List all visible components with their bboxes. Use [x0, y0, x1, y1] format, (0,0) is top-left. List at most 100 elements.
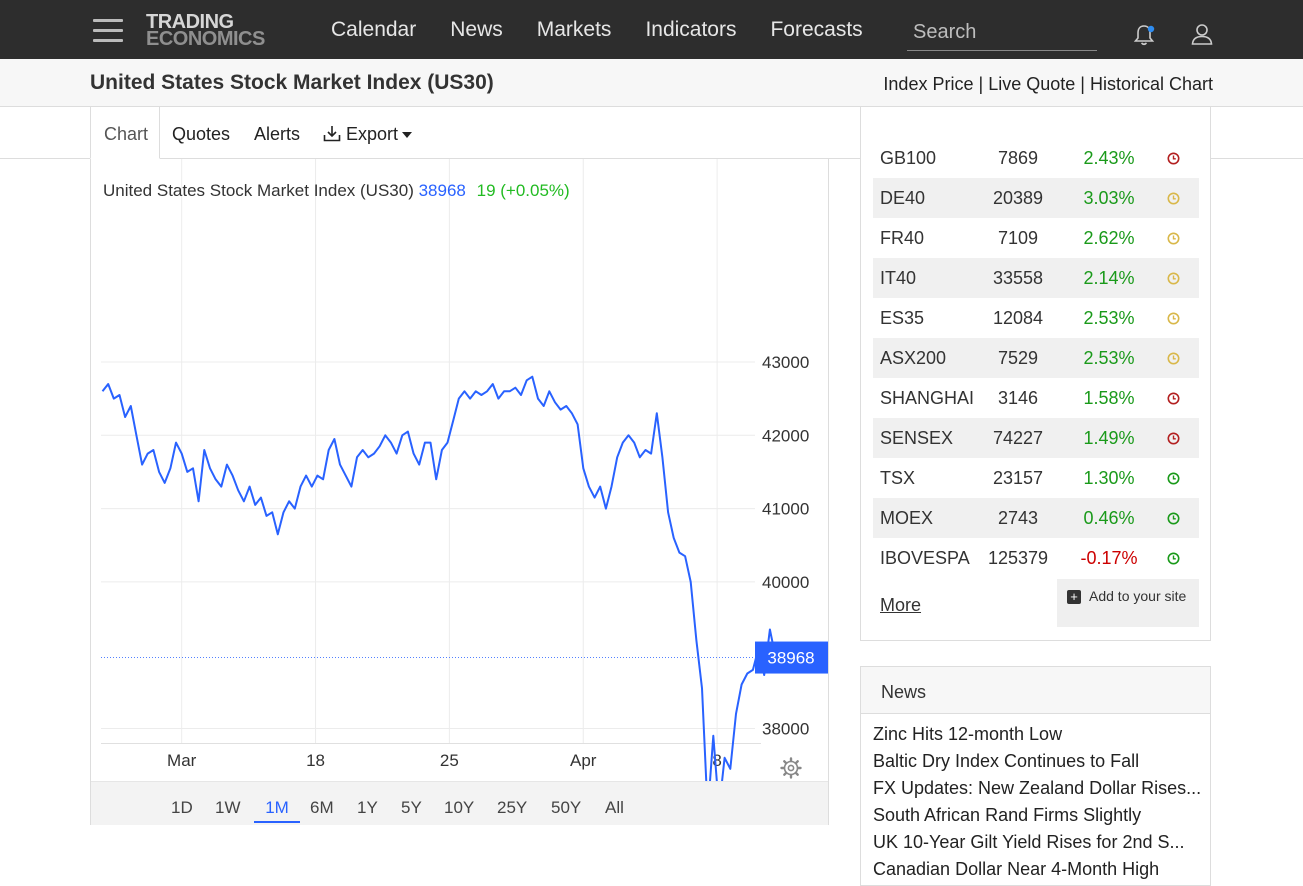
chart-panel: 370003800040000410004200043000Mar1825Apr… — [90, 159, 829, 825]
page-title: United States Stock Market Index (US30) — [90, 71, 494, 94]
market-row-ibovespa[interactable]: IBOVESPA 125379 -0.17% — [873, 538, 1199, 578]
period-10y[interactable]: 10Y — [444, 798, 475, 817]
market-row-asx200[interactable]: ASX200 7529 2.53% — [873, 338, 1199, 378]
market-row-tsx[interactable]: TSX 23157 1.30% — [873, 458, 1199, 498]
market-symbol[interactable]: TSX — [880, 468, 916, 488]
market-row-moex[interactable]: MOEX 2743 0.46% — [873, 498, 1199, 538]
market-status-clock-icon — [1167, 312, 1180, 325]
market-status-clock-icon — [1167, 232, 1180, 245]
market-change: -0.17% — [1080, 548, 1138, 568]
news-header: News — [861, 667, 1210, 714]
last-price-label: 38968 — [767, 649, 814, 668]
notification-bell-icon[interactable] — [1131, 22, 1157, 48]
period-1m[interactable]: 1M — [254, 798, 300, 823]
main-nav: Calendar News Markets Indicators Forecas… — [331, 18, 897, 42]
market-row-sensex[interactable]: SENSEX 74227 1.49% — [873, 418, 1199, 458]
market-symbol[interactable]: SENSEX — [880, 428, 954, 448]
x-tick-label: Mar — [167, 751, 197, 770]
menu-icon[interactable] — [93, 19, 123, 43]
nav-link-forecasts[interactable]: Forecasts — [770, 18, 863, 41]
separator: | — [1080, 74, 1085, 94]
market-change: 1.30% — [1083, 468, 1135, 488]
period-5y[interactable]: 5Y — [401, 798, 422, 817]
market-value: 7529 — [997, 348, 1039, 368]
market-symbol[interactable]: SHANGHAI — [880, 388, 975, 408]
link-historical-chart[interactable]: Historical Chart — [1089, 74, 1213, 94]
market-row-gb100[interactable]: GB100 7869 2.43% — [873, 138, 1199, 178]
price-chart[interactable]: 370003800040000410004200043000Mar1825Apr… — [91, 159, 830, 781]
market-value: 3146 — [997, 388, 1039, 408]
period-1d[interactable]: 1D — [171, 798, 193, 817]
x-tick-label: 18 — [306, 751, 325, 770]
market-symbol[interactable]: DE40 — [880, 188, 926, 208]
market-symbol[interactable]: ASX200 — [880, 348, 947, 368]
market-change: 1.49% — [1083, 428, 1135, 448]
title-bar: United States Stock Market Index (US30) … — [0, 59, 1303, 107]
market-row-fr40[interactable]: FR40 7109 2.62% — [873, 218, 1199, 258]
market-value: 12084 — [992, 308, 1044, 328]
nav-link-markets[interactable]: Markets — [536, 18, 612, 41]
market-change: 2.43% — [1083, 148, 1135, 168]
tab-alerts[interactable]: Alerts — [254, 124, 301, 144]
news-item[interactable]: Canadian Dollar Near 4-Month High — [873, 859, 1160, 879]
x-tick-label: Apr — [570, 751, 597, 770]
market-symbol[interactable]: IBOVESPA — [880, 548, 970, 568]
market-change: 3.03% — [1083, 188, 1135, 208]
settings-gear-icon[interactable] — [780, 757, 802, 779]
market-value: 74227 — [992, 428, 1044, 448]
market-row-it40[interactable]: IT40 33558 2.14% — [873, 258, 1199, 298]
market-status-clock-icon — [1167, 392, 1180, 405]
period-1w[interactable]: 1W — [215, 798, 241, 817]
period-6m[interactable]: 6M — [310, 798, 334, 817]
nav-link-calendar[interactable]: Calendar — [331, 18, 417, 41]
chart-legend: United States Stock Market Index (US30) … — [103, 181, 570, 201]
market-value: 7869 — [997, 148, 1039, 168]
market-change: 2.14% — [1083, 268, 1135, 288]
nav-link-indicators[interactable]: Indicators — [645, 18, 737, 41]
market-symbol[interactable]: FR40 — [880, 228, 925, 248]
news-item[interactable]: Zinc Hits 12-month Low — [873, 724, 1063, 744]
market-symbol[interactable]: MOEX — [880, 508, 934, 528]
news-item[interactable]: Baltic Dry Index Continues to Fall — [873, 751, 1140, 771]
x-tick-label: 8 — [712, 751, 721, 770]
y-tick-label: 40000 — [762, 573, 809, 592]
link-index-price[interactable]: Index Price — [883, 74, 974, 94]
tab-chart[interactable]: Chart — [90, 106, 160, 159]
market-change: 0.46% — [1083, 508, 1135, 528]
market-symbol[interactable]: IT40 — [880, 268, 917, 288]
last-price-badge — [755, 641, 828, 674]
news-item[interactable]: UK 10-Year Gilt Yield Rises for 2nd S... — [873, 832, 1185, 852]
market-change: 2.62% — [1083, 228, 1135, 248]
market-status-clock-icon — [1167, 352, 1180, 365]
news-item[interactable]: South African Rand Firms Slightly — [873, 805, 1142, 825]
add-to-site-label: Add to your site — [1089, 588, 1187, 604]
more-link[interactable]: More — [880, 595, 922, 615]
link-live-quote[interactable]: Live Quote — [988, 74, 1076, 94]
market-row-shanghai[interactable]: SHANGHAI 3146 1.58% — [873, 378, 1199, 418]
market-status-clock-icon — [1167, 152, 1180, 165]
market-symbol[interactable]: GB100 — [880, 148, 937, 168]
y-tick-label: 42000 — [762, 426, 809, 445]
add-to-site-button[interactable]: + Add to your site — [1057, 579, 1199, 627]
market-value: 20389 — [992, 188, 1044, 208]
y-tick-label: 41000 — [762, 500, 809, 519]
chevron-down-icon — [402, 132, 413, 139]
market-symbol[interactable]: ES35 — [880, 308, 925, 328]
export-dropdown[interactable]: Export — [323, 124, 413, 145]
nav-link-news[interactable]: News — [450, 18, 503, 41]
period-all[interactable]: All — [605, 798, 624, 817]
site-logo[interactable]: TRADING ECONOMICS — [146, 11, 265, 50]
market-value: 7109 — [997, 228, 1039, 248]
market-row-es35[interactable]: ES35 12084 2.53% — [873, 298, 1199, 338]
news-item[interactable]: FX Updates: New Zealand Dollar Rises... — [873, 778, 1202, 798]
tab-quotes[interactable]: Quotes — [172, 124, 231, 144]
period-50y[interactable]: 50Y — [551, 798, 582, 817]
legend-change: 19 (+0.05%) — [476, 181, 570, 200]
market-status-clock-icon — [1167, 272, 1180, 285]
price-series-line — [101, 375, 777, 781]
period-1y[interactable]: 1Y — [357, 798, 378, 817]
market-row-de40[interactable]: DE40 20389 3.03% — [873, 178, 1199, 218]
period-25y[interactable]: 25Y — [497, 798, 528, 817]
search-input[interactable] — [907, 15, 1097, 51]
user-account-icon[interactable] — [1189, 21, 1215, 47]
